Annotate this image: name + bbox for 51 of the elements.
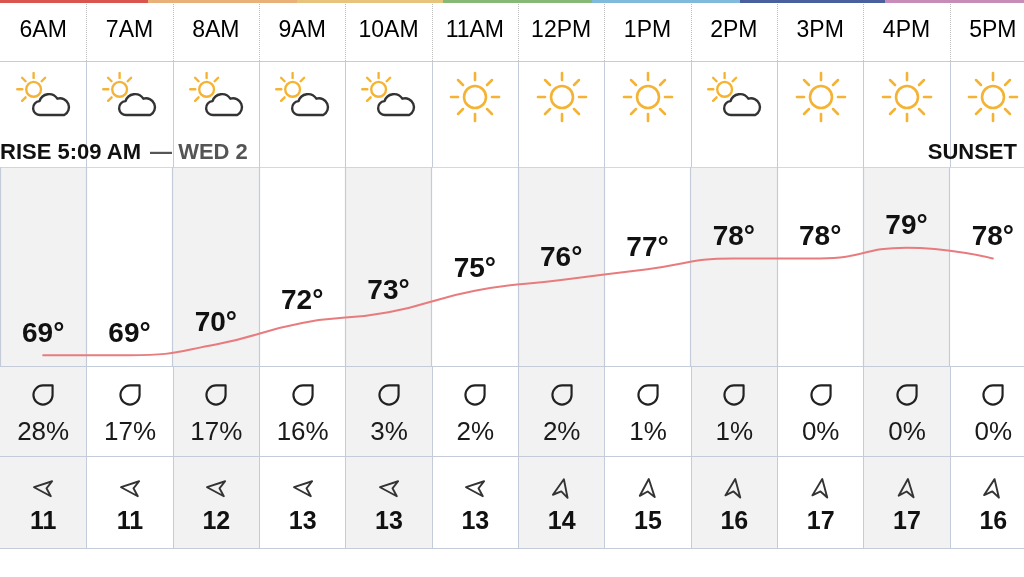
text: — WED 2 [150, 139, 248, 165]
text: 13 [288, 506, 317, 534]
text: 11 [116, 506, 144, 534]
data-label: 78° [971, 219, 1015, 251]
text: 12 [202, 506, 231, 534]
text: 1% [715, 416, 754, 446]
x-tick-label: 12PM [531, 15, 592, 42]
x-tick-label: 1PM [623, 15, 672, 42]
text: 16 [979, 506, 1008, 534]
data-label: 79° [885, 209, 928, 241]
text: 0% [801, 416, 840, 446]
text: 17% [103, 416, 157, 446]
x-tick-label: 8AM [192, 15, 240, 42]
data-label: 78° [798, 219, 842, 251]
text: RISE 5:09 AM [0, 139, 142, 165]
text: 14 [547, 506, 576, 534]
x-tick-label: 11AM [445, 15, 505, 42]
text: 28% [17, 416, 70, 446]
x-tick-label: 3PM [796, 15, 844, 42]
data-label: 77° [626, 230, 669, 262]
text: 15 [634, 506, 662, 534]
x-tick-label: 7AM [105, 15, 154, 42]
data-label: 76° [539, 241, 583, 273]
text: 16 [720, 506, 749, 534]
text: 2% [542, 416, 581, 446]
text: SUNSET [927, 139, 1017, 164]
data-label: 70° [194, 305, 238, 337]
text: 0% [888, 416, 926, 446]
text: 17 [806, 506, 835, 534]
data-label: 78° [712, 219, 756, 251]
text: 13 [461, 506, 490, 534]
text: 3% [370, 416, 408, 446]
data-label: 72° [280, 284, 324, 316]
x-tick-label: 5PM [969, 15, 1017, 42]
text: 17 [893, 506, 921, 534]
data-label: 69° [108, 316, 151, 348]
text: 16% [276, 416, 329, 446]
text: 13 [375, 506, 403, 534]
x-tick-label: 6AM [19, 15, 67, 42]
data-label: 73° [367, 273, 410, 305]
x-tick-label: 10AM [358, 15, 419, 42]
text: 17% [190, 416, 243, 446]
data-label: 69° [21, 316, 65, 348]
text: 2% [456, 416, 495, 446]
x-tick-label: 9AM [278, 15, 326, 42]
text: 0% [974, 416, 1013, 446]
x-tick-label: 4PM [882, 15, 931, 42]
data-label: 75° [453, 252, 497, 284]
x-tick-label: 2PM [710, 15, 758, 42]
text: 1% [629, 416, 667, 446]
text: 11 [29, 506, 57, 534]
